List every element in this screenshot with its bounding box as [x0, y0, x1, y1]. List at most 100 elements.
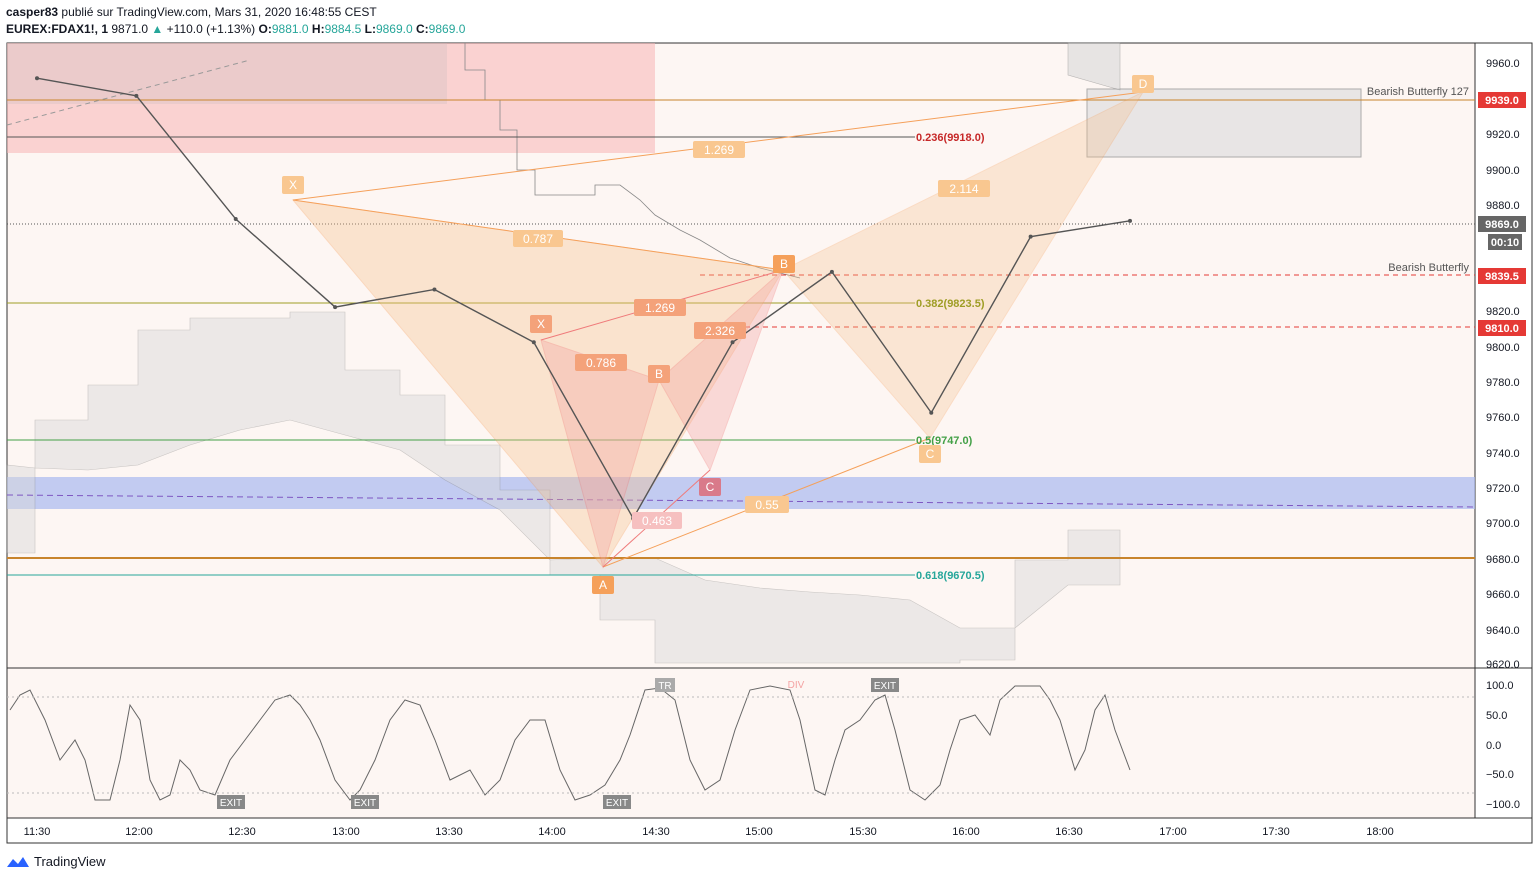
pivot-label: X	[537, 317, 545, 331]
exit-label: EXIT	[220, 798, 242, 809]
high-value: 9884.5	[324, 22, 362, 36]
exit-badge	[871, 678, 899, 692]
price-tag-label: 9810.0	[1485, 323, 1519, 335]
open-label: O:	[258, 22, 272, 36]
symbol-name[interactable]: EUREX:FDAX1!, 1	[6, 22, 109, 36]
pivot-label: B	[780, 257, 788, 271]
tr-badge	[655, 678, 675, 692]
ratio-label: 2.326	[705, 324, 735, 338]
osc-tick: 50.0	[1486, 710, 1507, 722]
time-tick: 15:00	[745, 826, 773, 838]
brand-label: TradingView	[34, 854, 106, 869]
div-label: DIV	[788, 680, 805, 691]
ratio-label: 0.786	[586, 356, 616, 370]
supply-zone	[7, 43, 655, 153]
price-point	[1028, 234, 1033, 239]
pivot-badge	[648, 365, 670, 383]
pivot-label: B	[655, 367, 663, 381]
time-tick: 11:30	[24, 826, 51, 838]
exit-badge	[217, 795, 245, 809]
demand-zone	[7, 477, 1475, 509]
chart-header-line2: EUREX:FDAX1!, 1 9871.0 ▲ +110.0 (+1.13%)…	[6, 22, 465, 36]
publish-info: publié sur TradingView.com, Mars 31, 202…	[61, 5, 377, 19]
fib-label: 0.5(9747.0)	[916, 435, 973, 447]
ratio-badge	[938, 180, 990, 197]
ratio-badge	[694, 322, 746, 339]
price-tick: 9920.0	[1486, 129, 1520, 141]
close-value: 9869.0	[428, 22, 466, 36]
ratio-label: 1.269	[704, 143, 734, 157]
time-tick: 17:00	[1159, 826, 1187, 838]
price-tick: 9620.0	[1486, 659, 1520, 671]
last-price: 9871.0	[111, 22, 149, 36]
time-tick: 14:30	[642, 826, 670, 838]
pivot-badge	[592, 576, 614, 594]
oscillator-pane	[7, 668, 1475, 818]
price-tick: 9900.0	[1486, 165, 1520, 177]
ratio-label: 1.269	[645, 301, 675, 315]
pivot-label: X	[289, 178, 297, 192]
price-tick: 9780.0	[1486, 377, 1520, 389]
tradingview-logo-icon	[7, 856, 29, 867]
osc-tick: 0.0	[1486, 740, 1501, 752]
price-tag	[1478, 216, 1526, 232]
up-arrow-icon: ▲	[151, 22, 164, 36]
high-label: H:	[311, 22, 325, 36]
ratio-label: 0.463	[642, 514, 672, 528]
countdown-label: 00:10	[1491, 237, 1519, 249]
fib-label: 0.618(9670.5)	[916, 570, 985, 582]
ratio-label: 2.114	[949, 182, 978, 196]
price-series-line	[36, 77, 1131, 520]
exit-badge	[351, 795, 379, 809]
pivot-label: A	[599, 578, 607, 592]
time-tick: 16:30	[1055, 826, 1083, 838]
ratio-badge	[634, 299, 686, 316]
price-tick: 9960.0	[1486, 58, 1520, 70]
osc-tick: 100.0	[1486, 680, 1514, 692]
exit-label: EXIT	[874, 681, 896, 692]
price-tag-label: 9939.0	[1485, 95, 1519, 107]
pivot-badge	[1132, 75, 1154, 93]
footer-brand[interactable]: TradingView	[6, 854, 106, 869]
price-tag	[1478, 92, 1526, 108]
price-tag	[1478, 320, 1526, 336]
pivot-badge	[699, 478, 721, 496]
open-value: 9881.0	[271, 22, 309, 36]
ratio-label: 0.55	[755, 498, 779, 512]
price-tag-label: 9839.5	[1485, 271, 1519, 283]
price-point	[730, 340, 735, 345]
pivot-badge	[919, 445, 941, 463]
price-point	[1128, 218, 1132, 223]
price-change: +110.0 (+1.13%)	[166, 22, 256, 36]
pivot-label: D	[1139, 77, 1148, 91]
tr-label: TR	[658, 681, 671, 692]
osc-tick: −50.0	[1486, 769, 1514, 781]
price-point	[829, 269, 834, 274]
pivot-badge	[282, 176, 304, 194]
trend-dashed	[6, 494, 1476, 508]
osc-tick: −100.0	[1486, 799, 1520, 811]
price-tag-label: 9869.0	[1485, 219, 1519, 231]
pivot-badge	[530, 315, 552, 333]
chart-border	[6, 42, 1533, 844]
price-tick: 9660.0	[1486, 589, 1520, 601]
pattern-name-label: Bearish Butterfly	[1388, 262, 1469, 274]
countdown-tag	[1488, 234, 1522, 250]
author-name: casper83	[6, 5, 59, 19]
price-tick: 9760.0	[1486, 412, 1520, 424]
price-point	[35, 76, 39, 81]
low-value: 9869.0	[375, 22, 413, 36]
time-tick: 13:30	[435, 826, 463, 838]
price-point	[531, 340, 536, 345]
pattern-name-label: Bearish Butterfly 127	[1367, 86, 1469, 98]
exit-label: EXIT	[606, 798, 628, 809]
supply-zone-inner	[7, 43, 447, 104]
time-tick: 15:30	[849, 826, 877, 838]
ratio-badge	[693, 141, 745, 158]
pivot-badge	[773, 255, 795, 273]
cloud-area	[6, 311, 1121, 664]
ratio-badge	[513, 230, 563, 247]
low-label: L:	[364, 22, 376, 36]
price-tick: 9720.0	[1486, 483, 1520, 495]
